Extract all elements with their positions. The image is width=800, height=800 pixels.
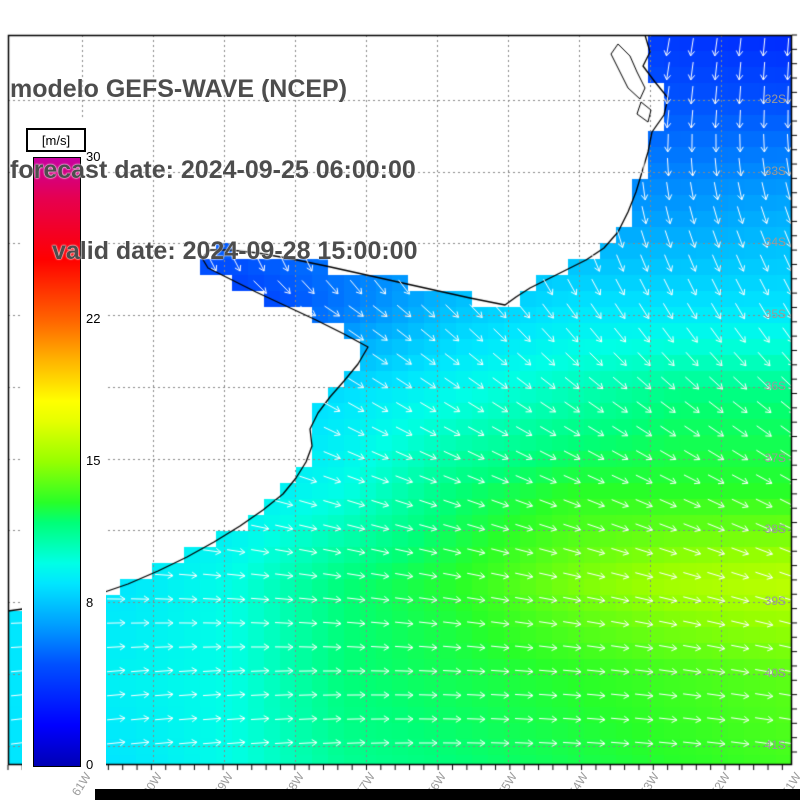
latitude-label: 39S <box>764 594 786 608</box>
figure-bottom-bar <box>95 789 800 800</box>
latitude-label: 33S <box>764 164 786 178</box>
latitude-label: 37S <box>764 451 786 465</box>
colorbar-tick-label: 30 <box>86 149 101 164</box>
latitude-label: 36S <box>764 379 786 393</box>
latitude-label: 41S <box>764 738 786 752</box>
forecast-date-label: forecast date: 2024-09-25 06:00:00 <box>10 156 416 184</box>
latitude-label: 32S <box>764 92 786 106</box>
latitude-label: 38S <box>764 522 786 536</box>
colorbar-tick-label: 8 <box>86 594 94 610</box>
colorbar-tick-label: 0 <box>86 757 94 772</box>
colorbar-tick-label: 15 <box>86 453 101 468</box>
model-title: modelo GEFS-WAVE (NCEP) <box>10 75 348 103</box>
colorbar-unit-label: [m/s] <box>26 128 86 152</box>
latitude-label: 40S <box>764 666 786 680</box>
valid-date-label: valid date: 2024-09-28 15:00:00 <box>52 237 418 265</box>
title-block: modelo GEFS-WAVE (NCEP) forecast date: 2… <box>10 22 418 319</box>
colorbar <box>33 157 81 767</box>
colorbar-tick-label: 22 <box>86 311 101 327</box>
latitude-label: 35S <box>764 307 786 321</box>
latitude-label: 34S <box>764 235 786 249</box>
